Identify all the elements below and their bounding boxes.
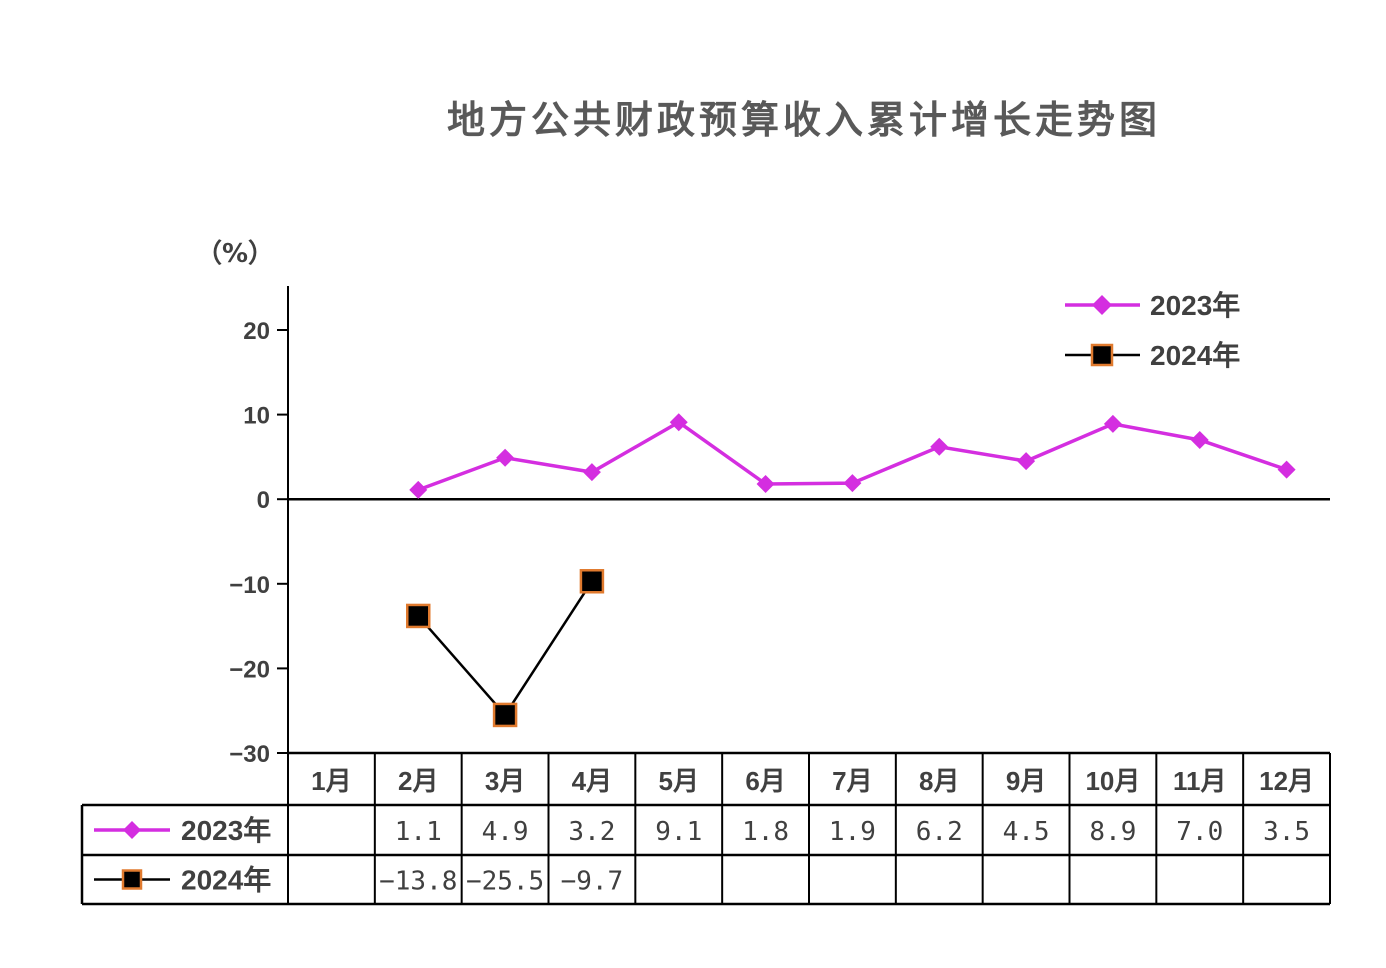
x-tick-label: 3月 bbox=[485, 766, 525, 796]
data-label: 4.9 bbox=[482, 817, 529, 847]
data-point bbox=[1277, 460, 1296, 479]
y-tick-label: −30 bbox=[229, 741, 270, 768]
data-point bbox=[1190, 430, 1209, 449]
data-point bbox=[406, 603, 431, 629]
data-point bbox=[1017, 452, 1036, 471]
y-axis-unit: （%） bbox=[196, 239, 274, 269]
data-point bbox=[579, 569, 605, 594]
data-point bbox=[930, 437, 949, 456]
data-label: −13.8 bbox=[379, 867, 457, 897]
x-tick-label: 9月 bbox=[1006, 766, 1046, 796]
y-tick-label: −10 bbox=[229, 572, 270, 599]
y-tick-label: 10 bbox=[243, 403, 270, 430]
chart-title: 地方公共财政预算收入累计增长走势图 bbox=[447, 98, 1161, 142]
y-tick-label: −20 bbox=[229, 656, 270, 683]
data-point bbox=[492, 702, 518, 728]
data-label: −9.7 bbox=[561, 867, 624, 897]
data-label: 8.9 bbox=[1089, 817, 1136, 847]
x-tick-label: 11月 bbox=[1173, 766, 1227, 796]
data-point bbox=[409, 480, 428, 499]
legend-marker bbox=[1090, 343, 1114, 367]
x-tick-label: 2月 bbox=[398, 766, 438, 796]
data-label: 3.2 bbox=[568, 817, 615, 847]
legend-label: 2024年 bbox=[1150, 339, 1240, 371]
x-tick-label: 4月 bbox=[572, 766, 612, 796]
data-label: 6.2 bbox=[916, 817, 963, 847]
data-point bbox=[1103, 414, 1122, 433]
y-tick-label: 20 bbox=[243, 318, 270, 345]
data-label: 1.1 bbox=[395, 817, 442, 847]
table-legend-marker bbox=[121, 869, 143, 890]
x-tick-label: 12月 bbox=[1259, 766, 1314, 796]
data-point bbox=[669, 413, 688, 432]
x-tick-label: 8月 bbox=[919, 766, 959, 796]
data-label: 4.5 bbox=[1003, 817, 1050, 847]
table-legend-marker bbox=[123, 821, 141, 839]
x-tick-label: 7月 bbox=[832, 766, 872, 796]
data-label: 3.5 bbox=[1263, 817, 1310, 847]
x-tick-label: 10月 bbox=[1085, 766, 1140, 796]
legend-marker bbox=[1092, 295, 1112, 315]
data-label: −25.5 bbox=[466, 867, 544, 897]
data-point bbox=[496, 448, 515, 467]
x-tick-label: 5月 bbox=[659, 766, 699, 796]
x-tick-label: 6月 bbox=[745, 766, 785, 796]
y-tick-label: 0 bbox=[257, 487, 270, 514]
table-series-name: 2023年 bbox=[181, 814, 271, 846]
series-line-1 bbox=[417, 580, 593, 717]
data-label: 9.1 bbox=[655, 817, 702, 847]
x-tick-label: 1月 bbox=[311, 766, 351, 796]
data-label: 7.0 bbox=[1176, 817, 1223, 847]
data-label: 1.9 bbox=[829, 817, 876, 847]
legend-label: 2023年 bbox=[1150, 289, 1240, 321]
data-label: 1.8 bbox=[742, 817, 789, 847]
table-series-name: 2024年 bbox=[181, 864, 271, 896]
data-point bbox=[843, 474, 862, 493]
data-point bbox=[582, 463, 601, 482]
data-point bbox=[756, 474, 775, 493]
